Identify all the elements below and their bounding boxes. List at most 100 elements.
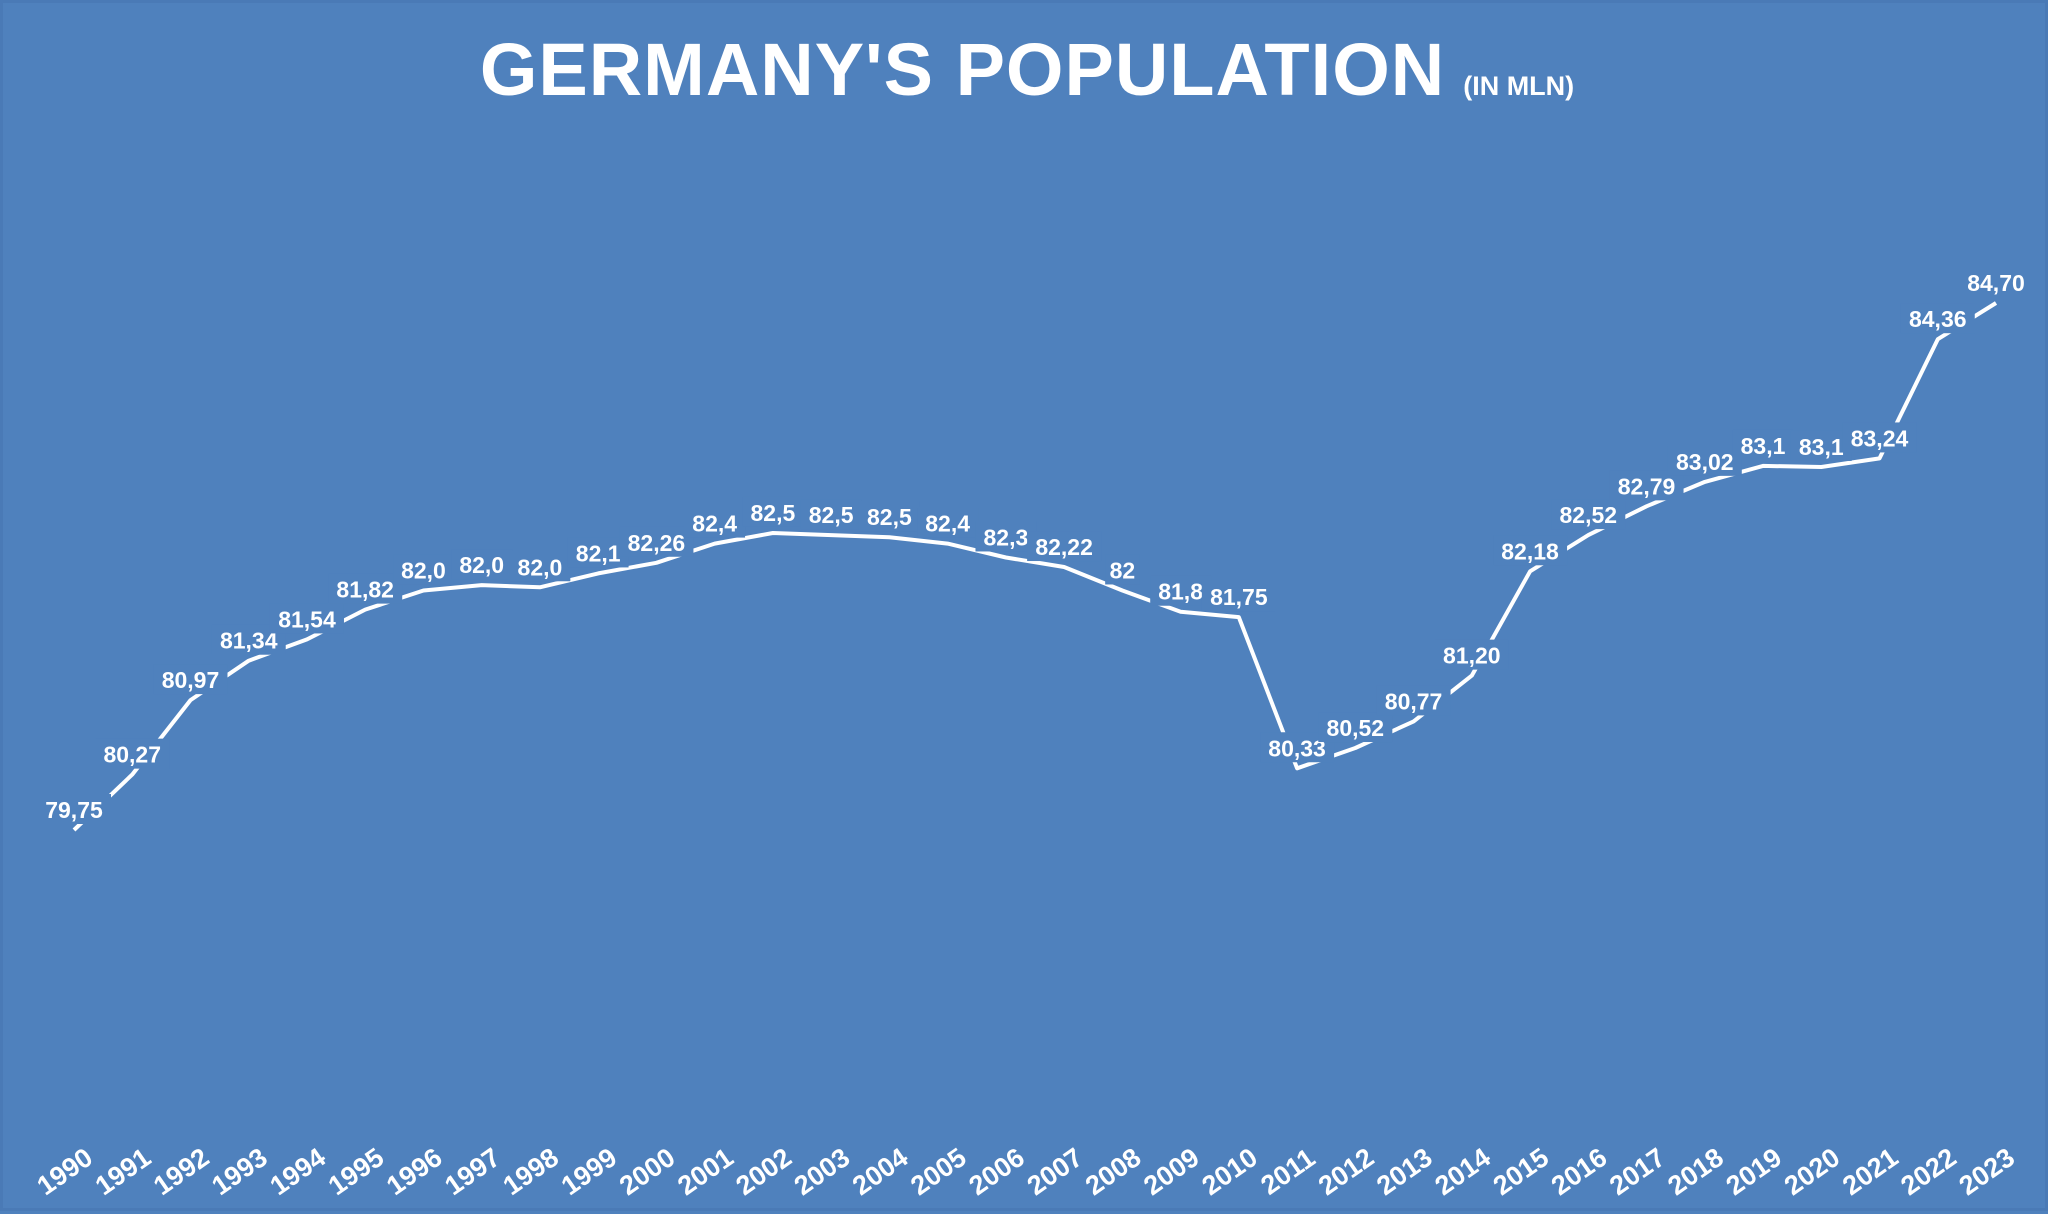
data-label-bg-1995 xyxy=(328,573,403,604)
data-label-2016: 82,52 xyxy=(1560,502,1618,528)
data-label-bg-2007 xyxy=(1027,531,1102,562)
x-tick-label-2015: 2015 xyxy=(1488,1142,1554,1201)
x-tick-label-1992: 1992 xyxy=(148,1142,214,1201)
x-tick-label-2020: 2020 xyxy=(1779,1142,1845,1201)
data-label-bg-1994 xyxy=(269,603,344,634)
data-label-2009: 81,8 xyxy=(1158,579,1203,605)
data-label-1991: 80,27 xyxy=(103,742,161,768)
x-tick-label-2023: 2023 xyxy=(1954,1142,2020,1201)
x-tick-label-1991: 1991 xyxy=(90,1142,156,1201)
x-tick-label-2002: 2002 xyxy=(731,1142,797,1201)
data-label-1992: 80,97 xyxy=(162,667,220,693)
x-tick-label-2000: 2000 xyxy=(614,1142,680,1201)
data-label-1998: 82,0 xyxy=(518,554,563,580)
data-label-bg-2015 xyxy=(1493,535,1568,566)
data-label-2002: 82,5 xyxy=(751,500,796,526)
x-tick-label-2013: 2013 xyxy=(1371,1142,1437,1201)
data-label-2004: 82,5 xyxy=(867,504,912,530)
chart-title-main: GERMANY'S POPULATION xyxy=(479,28,1446,111)
x-tick-label-1999: 1999 xyxy=(556,1142,622,1201)
data-label-bg-2019 xyxy=(1732,429,1794,460)
data-label-2017: 82,79 xyxy=(1618,473,1676,499)
data-label-bg-2016 xyxy=(1551,499,1626,530)
data-label-bg-1990 xyxy=(37,794,111,824)
data-label-2020: 83,1 xyxy=(1799,434,1844,460)
data-label-1999: 82,1 xyxy=(576,540,621,566)
chart-title-unit: (IN MLN) xyxy=(1463,71,1575,101)
data-label-bg-2009 xyxy=(1150,575,1212,606)
data-label-2022: 84,36 xyxy=(1909,306,1967,332)
x-tick-label-2010: 2010 xyxy=(1196,1142,1262,1201)
data-label-bg-1999 xyxy=(567,537,629,568)
data-label-bg-2014 xyxy=(1434,639,1509,670)
x-tick-label-2006: 2006 xyxy=(964,1142,1030,1201)
data-label-2015: 82,18 xyxy=(1501,538,1559,564)
data-label-2021: 83,24 xyxy=(1851,425,1909,451)
x-tick-label-2011: 2011 xyxy=(1255,1143,1320,1201)
data-label-bg-2006 xyxy=(975,521,1037,552)
x-tick-label-2021: 2021 xyxy=(1837,1142,1903,1201)
drop-lines xyxy=(73,303,1997,1088)
data-label-bg-2020 xyxy=(1790,430,1852,461)
x-tick-label-2007: 2007 xyxy=(1022,1142,1088,1201)
data-label-2018: 83,02 xyxy=(1676,449,1734,475)
data-label-bg-2008 xyxy=(1105,554,1140,585)
data-label-bg-1992 xyxy=(153,664,228,695)
x-tick-label-2019: 2019 xyxy=(1721,1142,1787,1201)
data-label-bg-1997 xyxy=(451,549,513,580)
data-label-2013: 80,77 xyxy=(1385,688,1443,714)
x-tick-label-2018: 2018 xyxy=(1662,1142,1728,1201)
data-label-2000: 82,26 xyxy=(628,530,686,556)
data-label-2008: 82 xyxy=(1110,557,1136,583)
series-line xyxy=(72,301,1998,832)
data-label-bg-1991 xyxy=(95,738,170,769)
data-label-bg-2002 xyxy=(742,496,804,527)
data-label-bg-2000 xyxy=(619,526,694,557)
data-label-1996: 82,0 xyxy=(401,557,446,583)
data-label-2012: 80,52 xyxy=(1327,715,1385,741)
data-label-bg-2012 xyxy=(1318,712,1393,743)
data-label-2006: 82,3 xyxy=(983,524,1028,550)
x-tick-label-2005: 2005 xyxy=(905,1142,971,1201)
data-label-bg-2005 xyxy=(917,507,979,538)
data-label-2005: 82,4 xyxy=(925,511,970,537)
x-axis-tick-labels: 1990199119921993199419951996199719981999… xyxy=(32,1142,2020,1201)
x-tick-label-1990: 1990 xyxy=(32,1142,98,1201)
data-label-bg-2021 xyxy=(1842,422,1917,453)
data-label-bg-2013 xyxy=(1376,685,1451,716)
data-label-2019: 83,1 xyxy=(1741,433,1786,459)
data-label-bg-2023 xyxy=(1959,267,2033,297)
data-label-1993: 81,34 xyxy=(220,628,278,654)
data-label-bg-2003 xyxy=(800,499,862,530)
x-tick-label-2017: 2017 xyxy=(1604,1142,1670,1201)
x-tick-label-1995: 1995 xyxy=(323,1142,389,1201)
x-tick-label-2012: 2012 xyxy=(1313,1142,1379,1201)
x-tick-label-2008: 2008 xyxy=(1080,1142,1146,1201)
data-label-1994: 81,54 xyxy=(278,606,336,632)
x-tick-label-1994: 1994 xyxy=(265,1142,331,1201)
data-label-1995: 81,82 xyxy=(336,577,394,603)
x-tick-label-1998: 1998 xyxy=(498,1142,564,1201)
data-label-bg-2004 xyxy=(858,501,920,532)
x-tick-label-2001: 2001 xyxy=(672,1142,738,1201)
x-tick-label-2014: 2014 xyxy=(1429,1142,1495,1201)
x-tick-label-2016: 2016 xyxy=(1546,1142,1612,1201)
data-label-bg-2010 xyxy=(1201,581,1276,612)
data-label-2014: 81,20 xyxy=(1443,643,1501,669)
data-label-bg-2018 xyxy=(1667,445,1742,476)
data-label-bg-1998 xyxy=(509,551,571,582)
x-tick-label-1997: 1997 xyxy=(439,1142,505,1201)
x-tick-label-1996: 1996 xyxy=(381,1142,447,1201)
x-tick-label-1993: 1993 xyxy=(206,1142,272,1201)
data-label-1990: 79,75 xyxy=(45,797,103,823)
data-label-bg-1996 xyxy=(393,554,454,585)
x-tick-label-2004: 2004 xyxy=(847,1142,913,1201)
chart-title: GERMANY'S POPULATION (IN MLN) xyxy=(3,27,2048,112)
series-line-path xyxy=(72,301,1998,832)
data-label-bg-2001 xyxy=(684,507,746,538)
x-tick-label-2003: 2003 xyxy=(789,1142,855,1201)
data-label-2007: 82,22 xyxy=(1035,534,1093,560)
data-label-2010: 81,75 xyxy=(1210,584,1268,610)
